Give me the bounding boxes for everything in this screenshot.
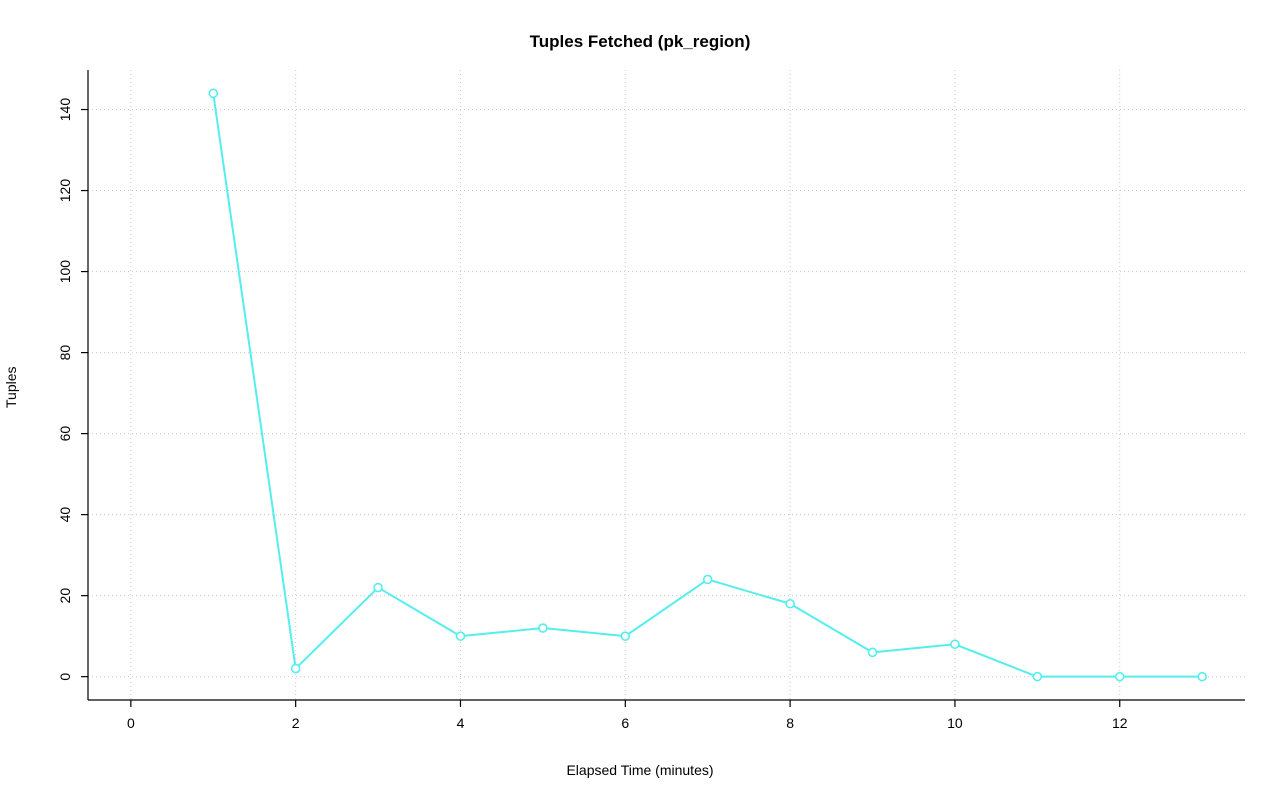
data-point — [620, 631, 631, 641]
data-point — [1197, 671, 1207, 682]
y-tick-label: 80 — [57, 345, 73, 361]
x-tick-label: 8 — [786, 715, 794, 731]
x-axis-label: Elapsed Time (minutes) — [566, 762, 714, 778]
data-point — [702, 574, 713, 585]
data-point — [373, 582, 383, 593]
data-point — [208, 88, 219, 99]
data-point — [290, 663, 301, 674]
x-tick-label: 10 — [947, 715, 963, 731]
data-point — [950, 639, 960, 650]
x-tick-label: 4 — [457, 715, 465, 731]
y-tick-label: 20 — [57, 588, 73, 604]
y-tick-label: 0 — [57, 673, 73, 681]
y-axis-label: Tuples — [3, 366, 19, 408]
x-tick-label: 0 — [127, 715, 135, 731]
x-tick-label: 12 — [1112, 715, 1128, 731]
data-point — [785, 598, 795, 609]
data-line — [212, 92, 1204, 678]
y-tick-label: 100 — [57, 260, 73, 284]
data-point — [867, 647, 878, 658]
data-point — [455, 631, 466, 641]
y-tick-label: 40 — [57, 507, 73, 523]
data-point — [1114, 671, 1125, 682]
data-point — [1032, 671, 1043, 682]
chart-title: Tuples Fetched (pk_region) — [529, 32, 751, 51]
data-point — [538, 623, 548, 633]
y-tick-label: 140 — [57, 98, 73, 122]
y-tick-label: 60 — [57, 426, 73, 442]
y-tick-label: 120 — [57, 179, 73, 203]
x-tick-label: 6 — [621, 715, 629, 731]
x-tick-label: 2 — [292, 715, 300, 731]
